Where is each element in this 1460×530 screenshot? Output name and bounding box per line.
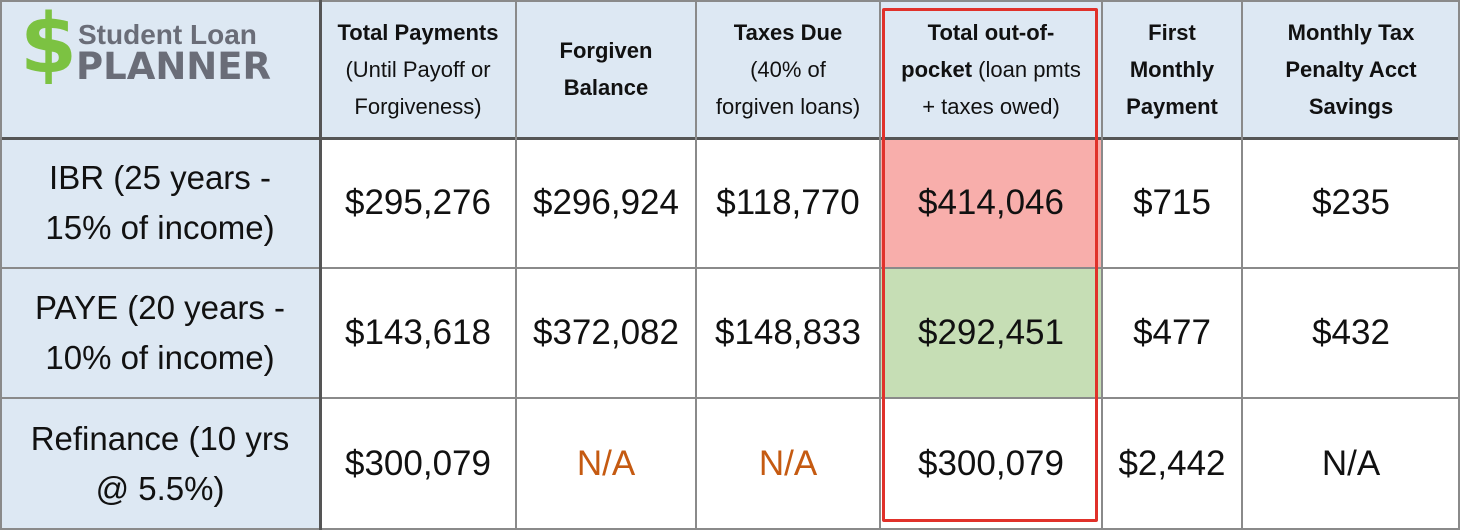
grid-line [1458,0,1460,530]
header-sub: + taxes owed) [922,93,1060,119]
row-label-refinance: Refinance (10 yrs @ 5.5%) [0,398,320,530]
row-label-line: 10% of income) [45,339,275,376]
header-line-2: pocket (loan pmts [901,51,1081,88]
row-label-line: @ 5.5%) [95,470,225,507]
table-cell-na: N/A [576,444,636,483]
header-tax-penalty-savings: Monthly Tax Penalty Acct Savings [1242,0,1460,138]
header-label: Penalty Acct [1285,56,1417,82]
grid-line [0,0,1460,2]
logo-line-1: Student Loan [78,19,257,50]
header-label: Forgiven [559,38,653,63]
grid-line [0,267,1460,269]
header-forgiven-balance: Forgiven Balance [516,0,696,138]
table-cell: N/A [1321,444,1381,483]
grid-line [0,397,1460,399]
header-label: Balance [563,75,649,100]
logo-cell: $ Student Loan PLANNER [0,0,320,138]
table-cell: $477 [1133,313,1211,352]
table-cell: $300,079 [918,444,1064,483]
table-cell: $296,924 [533,183,679,222]
header-total-out-of-pocket: Total out-of- pocket (loan pmts + taxes … [880,0,1102,138]
table-cell: $432 [1312,313,1390,352]
row-label-line: IBR (25 years - [49,159,271,196]
grid-line [319,0,322,530]
header-label: Savings [1308,93,1394,119]
header-label: Payment [1126,93,1218,119]
highlight-cell-best: $292,451 [880,268,1102,398]
header-sub: (40% of [750,56,826,82]
header-label: Monthly [1129,56,1215,82]
header-label: pocket [901,56,973,82]
header-sub: (loan pmts [972,56,1081,82]
table-cell: $118,770 [716,183,860,222]
row-label-line: 15% of income) [45,209,275,246]
row-label-line: PAYE (20 years - [34,289,286,326]
header-first-monthly-payment: First Monthly Payment [1102,0,1242,138]
column-highlight-box [882,8,1098,522]
student-loan-planner-logo: $ Student Loan PLANNER [20,4,290,100]
logo-line-2: PLANNER [76,45,272,88]
table-cell-na: N/A [758,444,818,483]
row-label-ibr: IBR (25 years - 15% of income) [0,138,320,268]
dollar-sign-icon: $ [20,0,78,92]
header-label: First [1148,19,1196,45]
table-cell: $143,618 [345,313,491,352]
table-cell: $300,079 [345,444,491,483]
header-sub: forgiven loans) [715,93,861,119]
grid-line [695,0,697,530]
table-cell: $235 [1312,183,1390,222]
header-sub: Forgiveness) [354,93,482,119]
grid-line [879,0,881,530]
header-label: Total Payments [337,19,499,45]
grid-line [0,137,1460,140]
header-total-payments: Total Payments (Until Payoff or Forgiven… [320,0,516,138]
table-cell: $2,442 [1118,444,1226,483]
header-taxes-due: Taxes Due (40% of forgiven loans) [696,0,880,138]
table-cell: $372,082 [533,313,679,352]
header-label: Monthly Tax [1287,19,1415,45]
grid-line [0,528,1460,530]
row-label-line: Refinance (10 yrs [30,420,290,457]
grid-line [0,0,2,530]
table-cell: $148,833 [715,313,861,352]
table-cell: $295,276 [345,183,491,222]
header-sub: (Until Payoff or [345,56,491,82]
highlight-cell-worst: $414,046 [880,138,1102,268]
grid-line [1101,0,1103,530]
grid-line [1241,0,1243,530]
row-label-paye: PAYE (20 years - 10% of income) [0,268,320,398]
header-label: Taxes Due [733,19,843,45]
table-cell: $715 [1133,183,1211,222]
header-label: Total out-of- [927,19,1055,45]
grid-line [515,0,517,530]
